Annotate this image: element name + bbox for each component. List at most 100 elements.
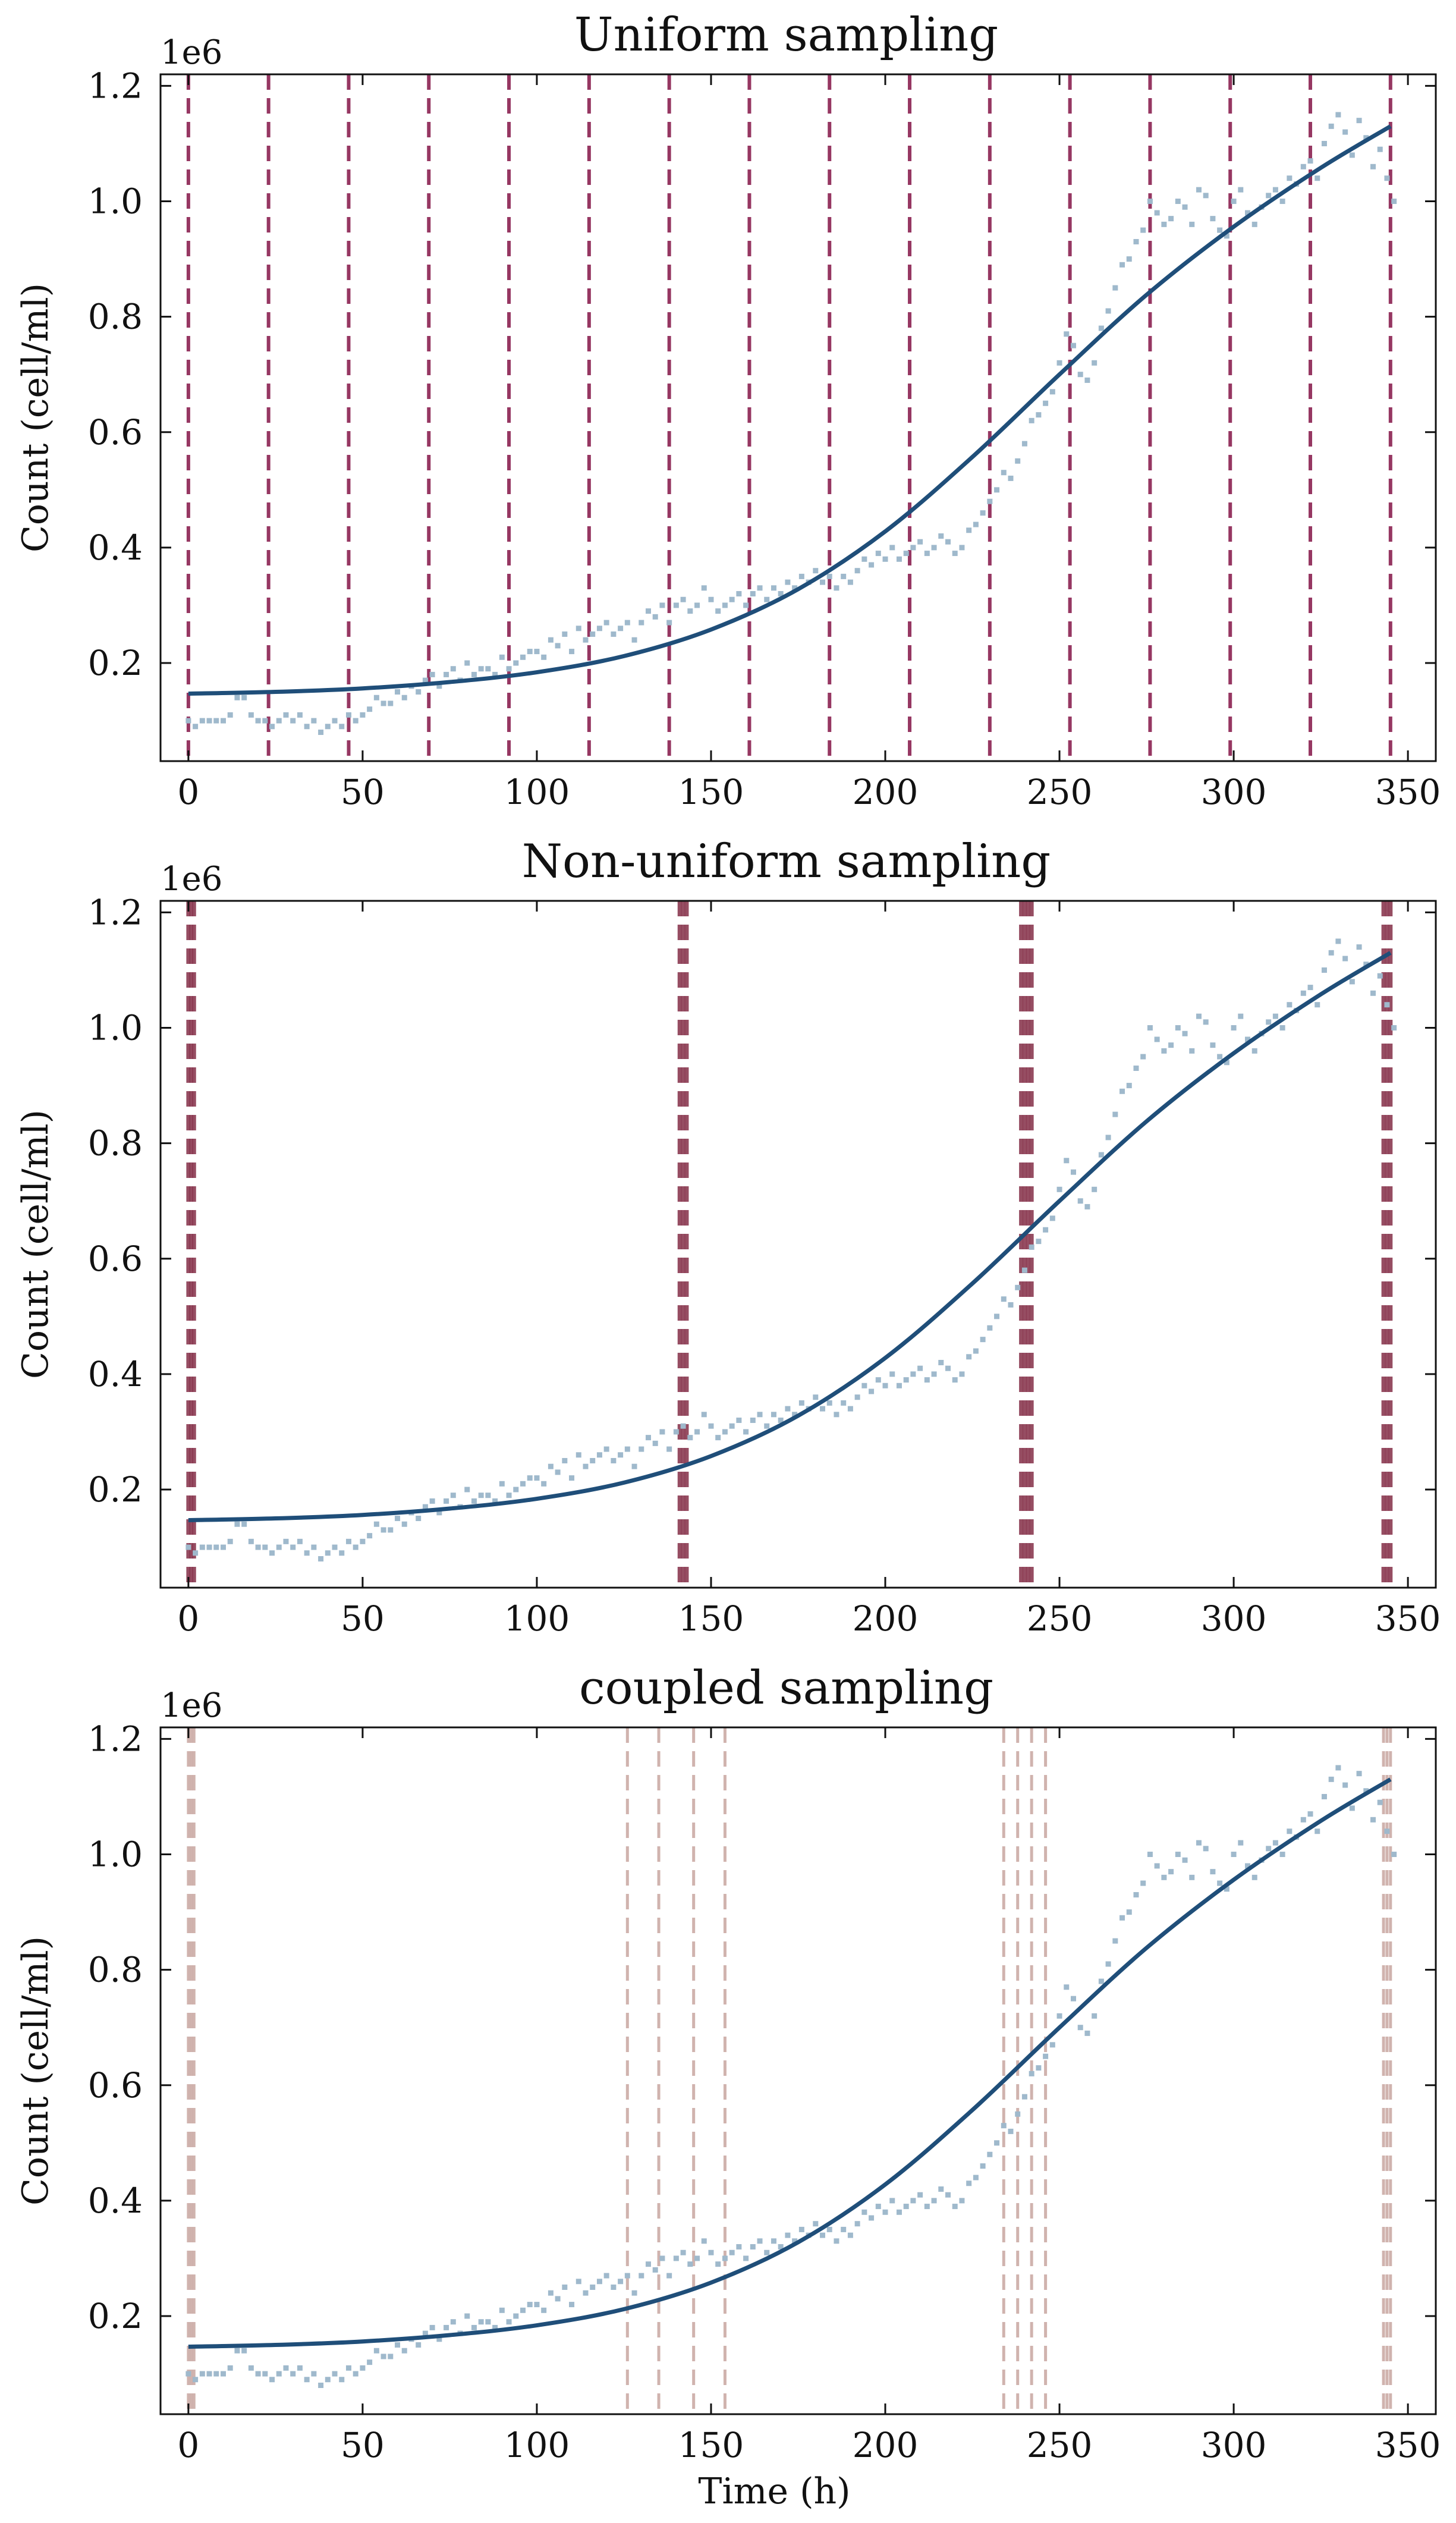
observation-point — [931, 545, 937, 551]
observation-point — [1217, 1054, 1223, 1060]
observation-point — [290, 2371, 296, 2377]
observation-point — [798, 1400, 804, 1406]
observation-point — [555, 2296, 561, 2302]
observation-point — [882, 556, 888, 562]
observation-point — [785, 2232, 791, 2238]
observation-point — [1064, 1158, 1070, 1164]
observation-point — [436, 683, 442, 689]
observation-point — [729, 1423, 735, 1429]
observation-point — [1008, 2128, 1014, 2134]
observation-point — [339, 2377, 345, 2383]
observation-point — [889, 2198, 895, 2204]
observation-point — [1196, 187, 1202, 193]
observation-point — [1098, 1152, 1104, 1158]
observation-point — [220, 718, 226, 724]
observation-point — [1238, 1840, 1244, 1846]
plot-frame — [159, 900, 1437, 1589]
observation-point — [541, 1481, 547, 1487]
observation-point — [262, 718, 268, 724]
observation-point — [353, 718, 359, 724]
observation-point — [966, 2180, 972, 2186]
observation-point — [513, 1487, 519, 1493]
observation-point — [826, 2226, 832, 2232]
observation-point — [220, 1544, 226, 1550]
observation-point — [1251, 1048, 1257, 1054]
observation-point — [569, 649, 575, 655]
observation-point — [882, 2209, 888, 2215]
sampling-lines — [186, 901, 1393, 1588]
observation-point — [1133, 238, 1139, 244]
observation-point — [618, 2279, 624, 2285]
observation-point — [1196, 1840, 1202, 1846]
observation-point — [220, 2371, 226, 2377]
observation-point — [1147, 1852, 1153, 1858]
axes: 0 50 100 150 200 250 300 350 0.2 0.4 0.6 0.8 1.0 1.2 — [88, 892, 1441, 1639]
observation-point — [861, 1383, 867, 1388]
observation-point — [596, 1452, 602, 1458]
observation-point — [395, 2342, 401, 2348]
observation-point — [1356, 1771, 1362, 1777]
observation-point — [966, 1354, 972, 1360]
observation-point — [492, 2324, 498, 2330]
observation-point — [311, 1544, 317, 1550]
observation-point — [1328, 123, 1334, 129]
observation-point — [1335, 938, 1341, 944]
observation-point — [687, 1435, 693, 1441]
observation-point — [206, 2371, 212, 2377]
x-tick-label: 0 — [177, 1598, 199, 1639]
observation-point — [639, 1446, 644, 1452]
observation-point — [499, 1481, 505, 1487]
observation-point — [910, 545, 916, 551]
observation-point — [624, 2273, 630, 2279]
y-tick-label: 0.8 — [88, 297, 143, 337]
observation-point — [798, 573, 804, 579]
observation-point — [771, 2238, 776, 2244]
observation-point — [1092, 2013, 1097, 2019]
observation-point — [471, 1498, 477, 1504]
observation-point — [1287, 1828, 1293, 1834]
x-tick-label: 350 — [1375, 772, 1441, 812]
observation-point — [952, 551, 958, 557]
observation-point — [1238, 187, 1244, 193]
x-axis-label: Time (h) — [698, 2471, 850, 2512]
observation-point — [1036, 2065, 1042, 2071]
y-tick-label: 0.8 — [88, 1950, 143, 1990]
observation-point — [1391, 199, 1397, 205]
observation-point — [360, 2365, 366, 2371]
observation-point — [1175, 1852, 1181, 1858]
observation-point — [325, 1550, 331, 1556]
observation-point — [1043, 400, 1049, 406]
observation-point — [1384, 175, 1390, 181]
observation-point — [339, 724, 345, 730]
observation-point — [373, 1521, 379, 1527]
observation-point — [896, 2209, 902, 2215]
observation-point — [826, 1400, 832, 1406]
observation-point — [896, 556, 902, 562]
observation-point — [952, 1377, 958, 1383]
observation-point — [513, 2313, 519, 2319]
observation-point — [478, 2319, 484, 2325]
observation-point — [401, 2348, 407, 2354]
observation-point — [297, 1538, 303, 1544]
observation-point — [1349, 979, 1355, 985]
observation-point — [1315, 1002, 1320, 1008]
x-tick-label: 50 — [341, 2425, 385, 2465]
observation-point — [771, 585, 776, 591]
observation-point — [847, 1406, 853, 1412]
observation-point — [1217, 227, 1223, 233]
observation-point — [534, 2302, 540, 2308]
observation-point — [1287, 175, 1293, 181]
observation-point — [1315, 1828, 1320, 1834]
fit-curve — [188, 951, 1392, 1522]
observation-point — [1119, 1915, 1125, 1921]
observation-point — [1105, 1135, 1111, 1140]
observation-point — [1133, 1065, 1139, 1071]
observation-point — [1356, 944, 1362, 950]
observation-point — [1140, 227, 1146, 233]
observation-point — [1015, 458, 1021, 464]
x-tick-label: 250 — [1027, 2425, 1093, 2465]
observation-point — [1363, 962, 1369, 967]
observation-point — [304, 2377, 310, 2383]
x-tick-label: 0 — [177, 772, 199, 812]
observation-point — [1084, 2030, 1090, 2036]
